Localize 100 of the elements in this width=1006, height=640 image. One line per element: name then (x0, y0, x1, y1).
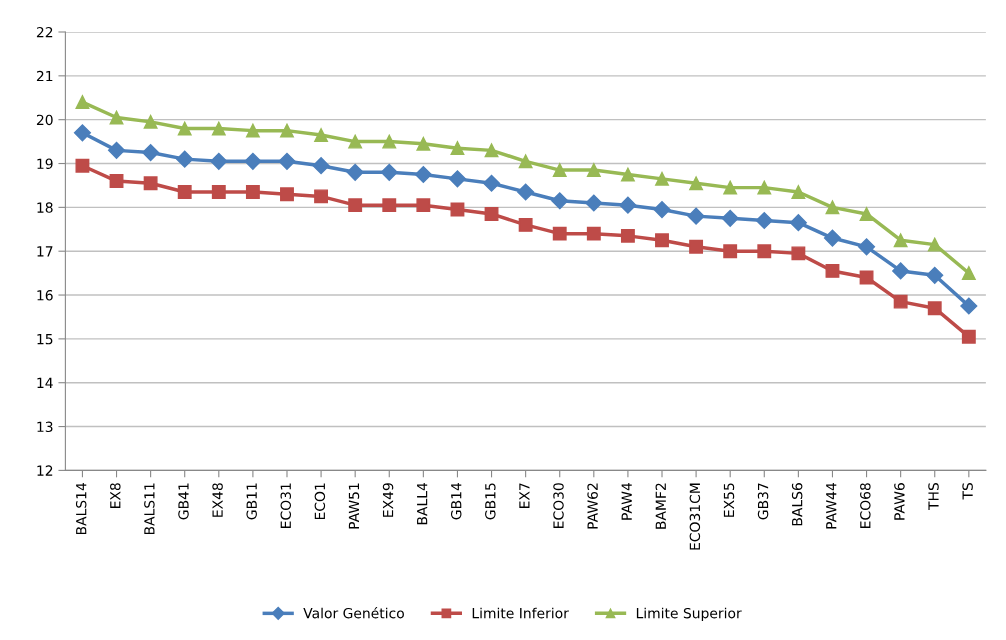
x-tick-label: THS (928, 482, 939, 510)
point (177, 121, 192, 136)
point (382, 198, 397, 213)
y-tick-label: 21 (36, 70, 53, 82)
point (245, 185, 260, 199)
point (757, 244, 772, 259)
point (176, 150, 194, 168)
point (655, 233, 669, 248)
point (416, 198, 431, 213)
point (314, 189, 329, 204)
x-tick-label: GB14 (450, 482, 462, 520)
point (484, 143, 499, 158)
point (210, 152, 228, 170)
point (825, 263, 840, 278)
legend-label: Limite Inferior (472, 607, 569, 619)
point (653, 200, 671, 219)
point (585, 194, 603, 212)
x-tick-label: ECO68 (860, 483, 871, 528)
x-tick-label: PAW6 (894, 483, 905, 520)
point (143, 114, 158, 129)
point (109, 174, 124, 189)
point (552, 226, 567, 241)
point (107, 141, 126, 159)
point (109, 110, 124, 125)
x-tick-label: GB37 (757, 483, 769, 520)
point (314, 128, 329, 142)
point (655, 171, 669, 186)
point (75, 158, 90, 173)
x-tick-label: TS (962, 482, 973, 500)
x-tick-label: BAMF2 (655, 483, 666, 529)
y-tick-label: 19 (37, 158, 53, 169)
x-tick-label: EX49 (382, 483, 394, 517)
y-tick-label: 12 (37, 465, 53, 476)
x-tick-label: PAW44 (826, 482, 837, 529)
point (892, 262, 910, 280)
x-tick-label: PAW51 (348, 483, 360, 529)
point (211, 121, 226, 136)
point (689, 176, 704, 191)
y-tick-label: 20 (36, 114, 53, 126)
x-tick-label: GB11 (246, 483, 257, 520)
legend-label: Valor Genético (303, 607, 404, 619)
point (859, 206, 874, 221)
x-tick-label: ECO31 (280, 483, 292, 528)
y-tick-label: 15 (37, 334, 53, 345)
x-tick-label: GB41 (178, 483, 189, 520)
point (791, 185, 806, 199)
x-tick-label: BALS11 (144, 483, 155, 535)
x-tick-label: ECO1 (314, 483, 326, 520)
point (552, 163, 567, 178)
point (723, 180, 738, 195)
point (586, 226, 601, 241)
point (517, 183, 535, 201)
point (380, 163, 398, 181)
point (927, 301, 942, 316)
x-tick-label: ECO30 (553, 483, 564, 528)
point (280, 123, 294, 138)
point (278, 152, 296, 170)
point (75, 95, 90, 110)
point (346, 163, 364, 181)
point (927, 237, 942, 252)
point (450, 141, 465, 156)
point (416, 136, 431, 151)
point (484, 206, 499, 221)
point (280, 187, 294, 202)
point (414, 165, 432, 184)
point (245, 123, 260, 138)
x-tick-label: BALS14 (75, 482, 87, 535)
point (142, 144, 160, 162)
point (721, 209, 739, 227)
point (177, 185, 192, 199)
point (961, 329, 976, 344)
point (789, 214, 807, 232)
point (382, 134, 397, 149)
point (893, 233, 908, 248)
point (518, 217, 533, 232)
point (244, 152, 262, 170)
point (620, 228, 635, 243)
y-tick-label: 18 (37, 202, 53, 213)
x-tick-label: EX8 (110, 483, 121, 508)
point (926, 266, 944, 284)
x-tick-label: EX55 (723, 483, 735, 517)
point (619, 196, 637, 214)
x-tick-label: BALS6 (791, 483, 803, 526)
point (893, 294, 908, 309)
x-tick-label: EX7 (519, 483, 530, 508)
point (858, 238, 876, 256)
point (689, 239, 704, 254)
x-tick-label: EX48 (212, 483, 223, 517)
y-tick-label: 14 (37, 377, 53, 388)
point (586, 163, 601, 178)
point (211, 185, 226, 199)
point (723, 244, 738, 259)
point (960, 297, 978, 315)
point (859, 270, 874, 285)
point (757, 180, 772, 195)
y-tick-label: 16 (37, 290, 53, 301)
point (312, 157, 330, 175)
y-tick-label: 22 (36, 26, 53, 38)
point (348, 198, 363, 213)
point (825, 200, 840, 215)
